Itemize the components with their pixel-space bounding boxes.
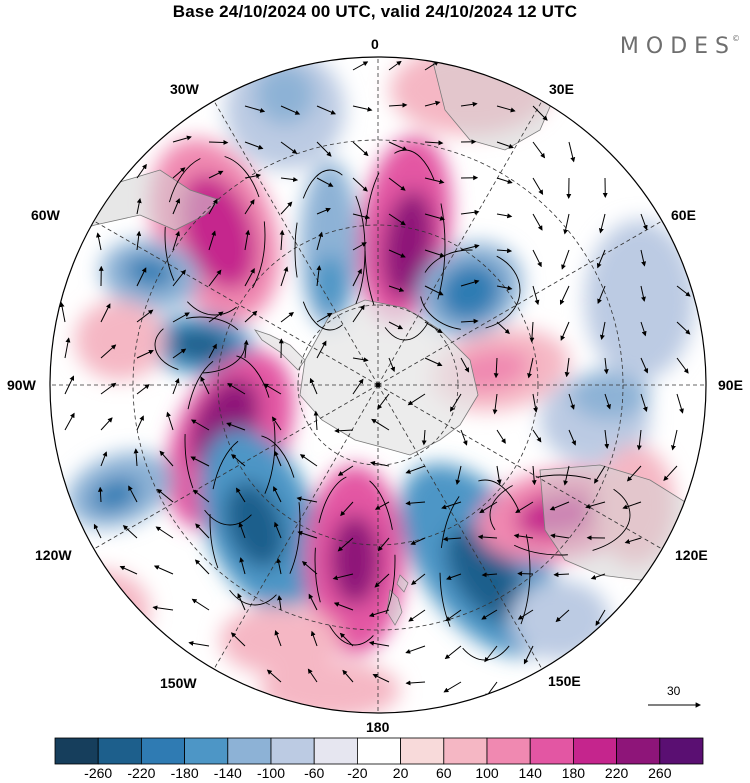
colorbar-swatch xyxy=(400,737,445,765)
reference-vector-label: 30 xyxy=(667,684,681,698)
colorbar-tick-label: -60 xyxy=(304,765,325,781)
colorbar-tick-label: -20 xyxy=(347,765,368,781)
colorbar-tick-label: 20 xyxy=(392,765,409,781)
lon-label-60w: 60W xyxy=(31,207,60,223)
colorbar-swatch xyxy=(313,737,358,765)
colorbar-swatch xyxy=(270,737,315,765)
colorbar-swatch xyxy=(140,737,185,765)
colorbar-swatch xyxy=(54,737,99,765)
lon-label-60e: 60E xyxy=(671,207,696,223)
colorbar-tick-label: 140 xyxy=(518,765,542,781)
lon-label-30w: 30W xyxy=(170,81,199,97)
colorbar-tick-label: -140 xyxy=(213,765,242,781)
colorbar-swatch xyxy=(616,737,661,765)
lon-label-180: 180 xyxy=(366,719,390,735)
colorbar-swatch xyxy=(97,737,142,765)
colorbar-tick-label: -100 xyxy=(256,765,286,781)
colorbar-tick-label: -220 xyxy=(127,765,156,781)
lon-label-90e: 90E xyxy=(718,377,743,393)
colorbar-tick-label: 60 xyxy=(436,765,452,781)
colorbar-swatch xyxy=(529,737,574,765)
colorbar-tick-label: -180 xyxy=(170,765,199,781)
brand-mark: © xyxy=(732,34,740,43)
lon-label-30e: 30E xyxy=(549,81,574,97)
map-boundary xyxy=(49,56,707,714)
colorbar-swatch xyxy=(184,737,229,765)
lon-label-120e: 120E xyxy=(675,547,708,563)
colorbar-tick-label: 180 xyxy=(561,765,586,781)
colorbar-swatch xyxy=(573,737,618,765)
colorbar-swatch xyxy=(356,737,401,765)
page-title: Base 24/10/2024 00 UTC, valid 24/10/2024… xyxy=(172,2,578,21)
lon-label-90w: 90W xyxy=(7,377,36,393)
colorbar-swatch xyxy=(486,737,531,765)
colorbar-tick-label: 100 xyxy=(475,765,499,781)
lon-label-150w: 150W xyxy=(160,675,197,691)
colorbar-swatch xyxy=(443,737,488,765)
colorbar-swatch xyxy=(227,737,272,765)
colorbar xyxy=(54,737,704,765)
wind-vectors xyxy=(59,60,691,699)
lon-label-0: 0 xyxy=(371,36,379,52)
colorbar-swatch xyxy=(659,737,704,765)
colorbar-tick-label: 260 xyxy=(648,765,672,781)
colorbar-tick-label: 220 xyxy=(604,765,629,781)
brand-logo: MODES© xyxy=(619,34,740,59)
colorbar-tick-label: -260 xyxy=(84,765,113,781)
lon-label-150e: 150E xyxy=(548,673,581,689)
lon-label-120w: 120W xyxy=(35,547,72,563)
